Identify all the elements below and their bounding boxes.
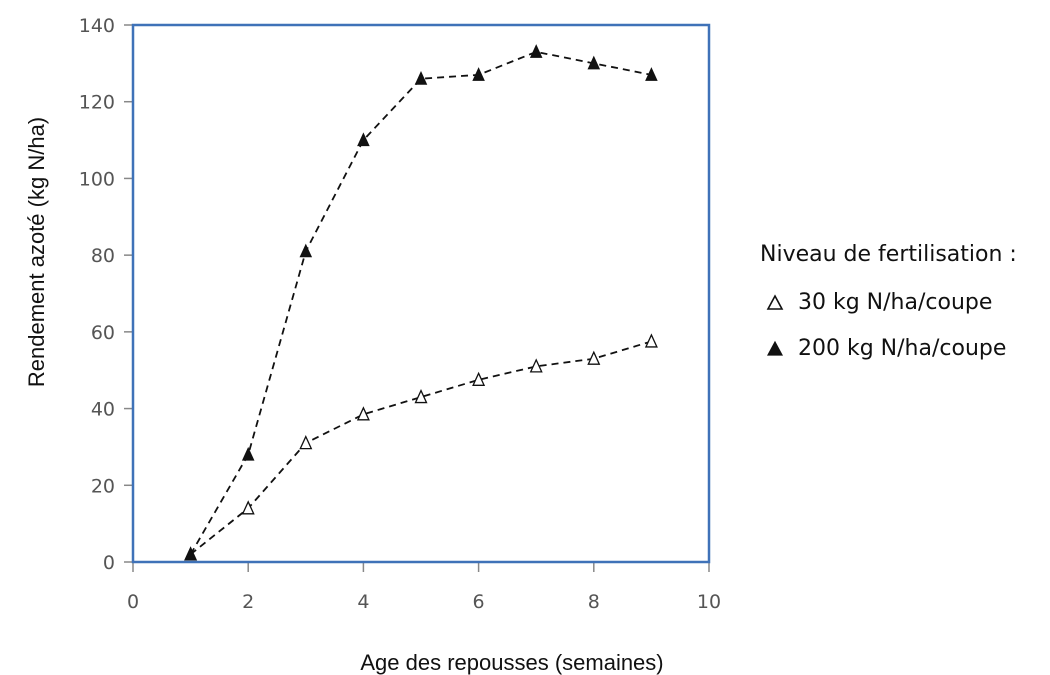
x-tick-label: 2: [242, 591, 254, 613]
x-tick-label: 8: [588, 591, 600, 613]
data-point-series-0: [356, 406, 370, 421]
y-tick-label: 0: [103, 552, 115, 574]
data-point-series-1: [357, 132, 370, 147]
y-tick-label: 40: [91, 399, 115, 421]
data-point-series-0: [587, 350, 601, 365]
data-point-series-0: [299, 435, 313, 450]
x-axis-label: Age des repousses (semaines): [360, 650, 663, 675]
legend-item-label: 30 kg N/ha/coupe: [798, 290, 993, 315]
x-tick-label: 0: [127, 591, 139, 613]
x-tick-label: 6: [473, 591, 485, 613]
series-line-0: [190, 340, 652, 556]
y-tick-label: 100: [79, 168, 115, 190]
data-point-series-1: [184, 546, 197, 561]
data-point-series-1: [472, 67, 485, 81]
y-tick-label: 60: [91, 322, 115, 344]
tick-labels: 0 20 40 60 80 100 120 140 0 2 4 6 8 10: [79, 15, 721, 613]
data-point-series-1: [241, 446, 255, 461]
y-tick-label: 80: [91, 245, 115, 267]
y-tick-label: 140: [79, 15, 115, 37]
x-tick-label: 4: [357, 591, 369, 613]
filled-triangle-icon: [766, 340, 784, 356]
legend-title: Niveau de fertilisation :: [760, 242, 1017, 267]
legend: Niveau de fertilisation : 30 kg N/ha/cou…: [760, 240, 1017, 380]
data-point-series-1: [414, 70, 428, 85]
data-point-series-0: [241, 500, 255, 515]
data-point-series-1: [645, 67, 658, 81]
data-point-series-1: [587, 55, 601, 70]
legend-item-label: 200 kg N/ha/coupe: [798, 336, 1007, 361]
data-point-series-0: [414, 389, 428, 404]
data-point-series-0: [529, 358, 543, 373]
x-tick-label: 10: [697, 591, 721, 613]
axis-ticks: [124, 24, 710, 572]
data-point-series-0: [644, 333, 658, 348]
data-point-series-1: [529, 44, 543, 58]
y-axis-label: Rendement azoté (kg N/ha): [24, 117, 49, 387]
legend-item-200kg: 200 kg N/ha/coupe: [760, 334, 1017, 364]
series-line-1: [189, 50, 652, 555]
y-tick-label: 20: [91, 475, 115, 497]
legend-item-30kg: 30 kg N/ha/coupe: [760, 288, 1017, 318]
open-triangle-icon: [766, 294, 784, 310]
series-layer: [184, 44, 658, 561]
data-point-series-1: [299, 243, 313, 258]
data-point-series-0: [472, 371, 486, 386]
y-tick-label: 120: [79, 92, 115, 114]
plot-frame: [131, 23, 711, 564]
